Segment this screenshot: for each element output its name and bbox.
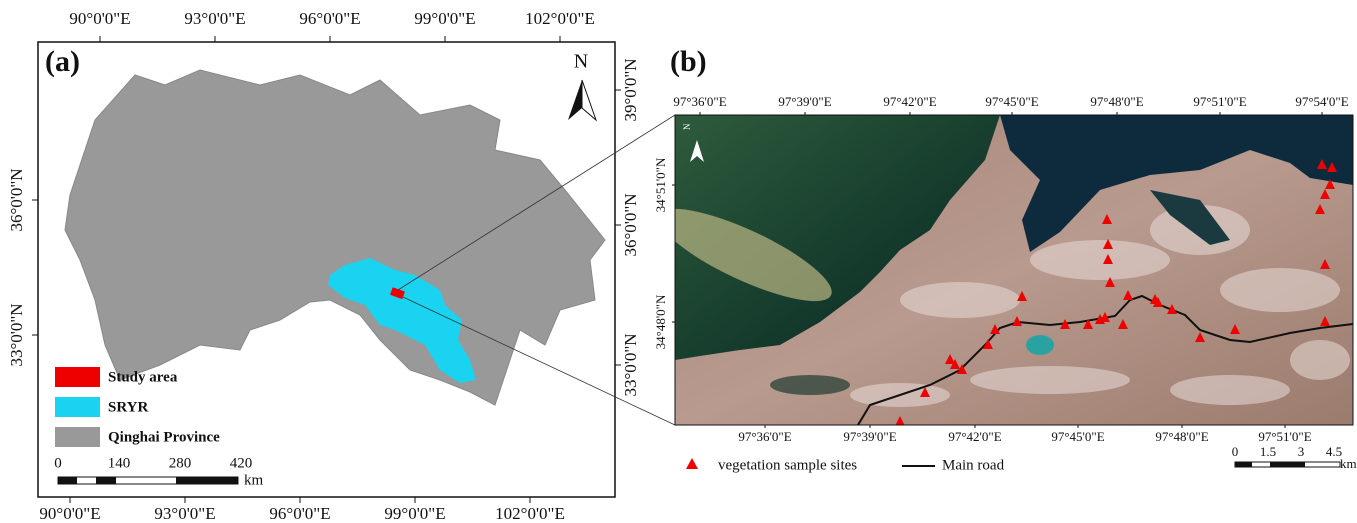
legend-swatch — [55, 397, 100, 417]
coordinate-label: 97°54'0"E — [1295, 94, 1348, 109]
coordinate-label: 90°0'0"E — [39, 504, 100, 523]
coordinate-label: 97°36'0"E — [738, 429, 791, 444]
scale-unit: km — [1340, 456, 1357, 471]
coordinate-label: 93°0'0"E — [154, 504, 215, 523]
coordinate-label: 1.5 — [1260, 444, 1276, 459]
coordinate-label: 97°36'0"E — [673, 94, 726, 109]
coordinate-label: 0 — [1232, 444, 1239, 459]
panel-label: (a) — [45, 45, 80, 78]
coordinate-label: 99°0'0"E — [384, 504, 445, 523]
coordinate-label: 0 — [54, 455, 62, 471]
coordinate-label: 420 — [230, 455, 253, 471]
satellite-image: N — [648, 115, 1353, 426]
panel-label: (b) — [670, 45, 707, 78]
coordinate-label: 36°0'0"N — [621, 193, 640, 256]
north-label: N — [574, 51, 588, 73]
coordinate-label: 97°48'0"E — [1090, 94, 1143, 109]
coordinate-label: 93°0'0"E — [184, 9, 245, 28]
coordinate-label: 97°48'0"E — [1155, 429, 1208, 444]
legend-label: vegetation sample sites — [718, 457, 857, 473]
legend-label: SRYR — [108, 399, 148, 415]
scale-bar — [1235, 462, 1340, 467]
coordinate-label: 36°0'0"N — [7, 168, 26, 231]
legend-swatch — [55, 367, 100, 387]
legend-label: Qinghai Province — [108, 429, 220, 445]
scale-bar — [58, 477, 238, 484]
coordinate-label: 34°48'0"N — [653, 294, 668, 349]
legend-label: Main road — [942, 457, 1005, 473]
legend-swatch — [55, 427, 100, 447]
coordinate-label: 33°0'0"N — [7, 303, 26, 366]
north-label: N — [682, 123, 692, 130]
coordinate-label: 102°0'0"E — [525, 9, 595, 28]
coordinate-label: 97°45'0"E — [1051, 429, 1104, 444]
coordinate-label: 140 — [108, 455, 131, 471]
coordinate-label: 102°0'0"E — [495, 504, 565, 523]
coordinate-label: 280 — [169, 455, 192, 471]
coordinate-label: 33°0'0"N — [621, 333, 640, 396]
coordinate-label: 97°51'0"E — [1193, 94, 1246, 109]
coordinate-label: 97°42'0"E — [883, 94, 936, 109]
scale-unit: km — [244, 472, 264, 488]
coordinate-label: 90°0'0"E — [69, 9, 130, 28]
coordinate-label: 96°0'0"E — [299, 9, 360, 28]
coordinate-label: 97°42'0"E — [948, 429, 1001, 444]
coordinate-label: 39°0'0"N — [621, 58, 640, 121]
coordinate-label: 99°0'0"E — [414, 9, 475, 28]
page: N (a) Study area SRYR Qinghai Province (… — [0, 0, 1357, 523]
coordinate-label: 34°51'0"N — [653, 157, 668, 212]
coordinate-label: 97°51'0"E — [1258, 429, 1311, 444]
coordinate-label: 97°39'0"E — [778, 94, 831, 109]
figure: N (a) Study area SRYR Qinghai Province (… — [0, 0, 1357, 523]
legend-marker — [686, 458, 698, 469]
coordinate-label: 97°45'0"E — [985, 94, 1038, 109]
coordinate-label: 96°0'0"E — [269, 504, 330, 523]
coordinate-label: 97°39'0"E — [843, 429, 896, 444]
legend-label: Study area — [108, 369, 178, 385]
coordinate-label: 3 — [1298, 444, 1305, 459]
